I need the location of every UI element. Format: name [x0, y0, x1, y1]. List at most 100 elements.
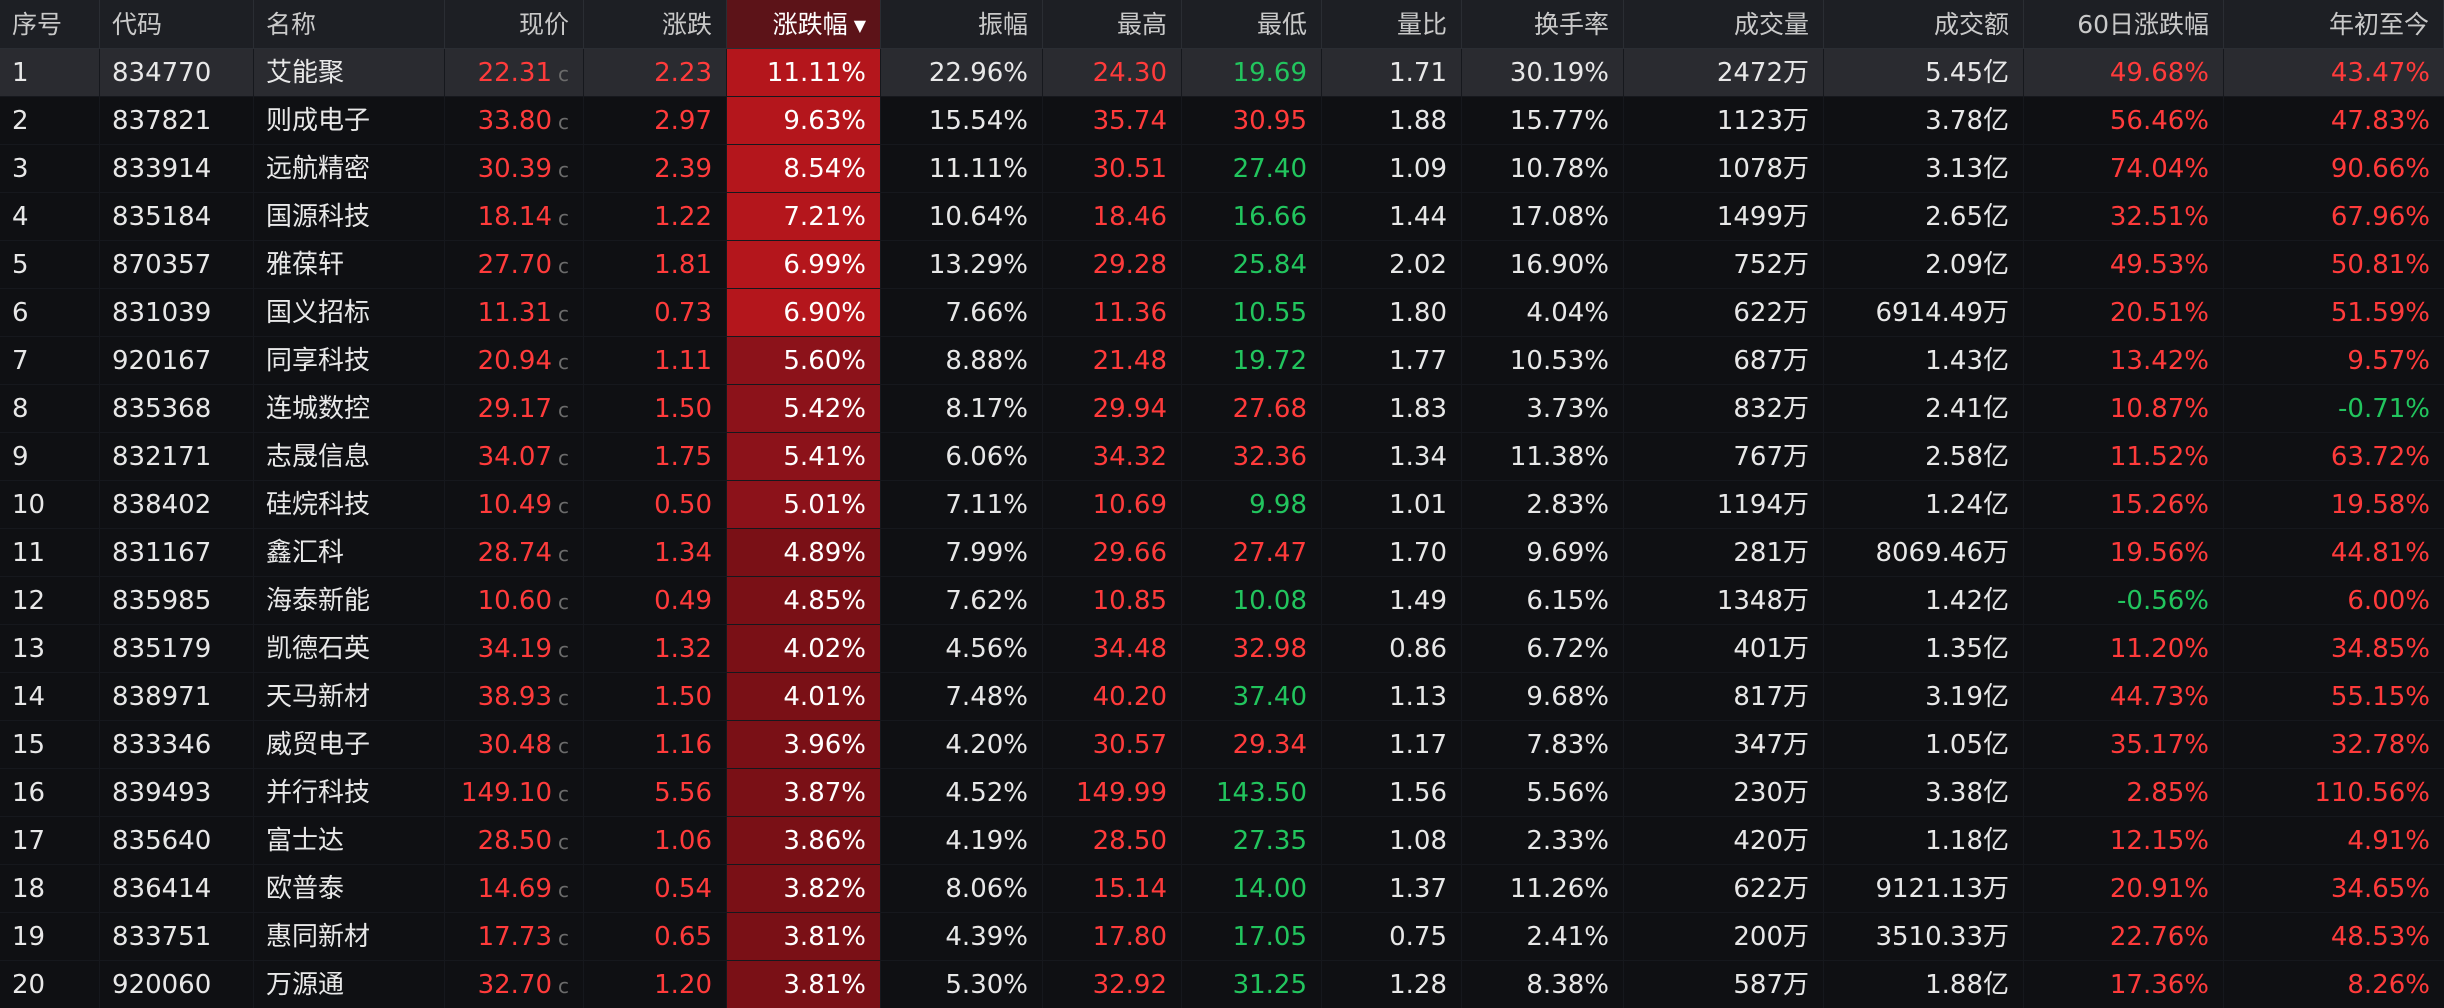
cell-change-pct: 8.54% [727, 145, 881, 192]
header-price[interactable]: 现价 [445, 0, 584, 48]
table-row[interactable]: 4 835184 国源科技 18.14 c 1.22 7.21% 10.64% 1… [0, 193, 2444, 241]
cell-low: 10.55 [1182, 289, 1322, 336]
c-mark: c [558, 686, 569, 710]
cell-turnover-rate: 17.08% [1462, 193, 1624, 240]
cell-60d-change: 20.51% [2024, 289, 2224, 336]
table-row[interactable]: 16 839493 并行科技 149.10 c 5.56 3.87% 4.52% … [0, 769, 2444, 817]
cell-volume-ratio: 2.02 [1322, 241, 1462, 288]
header-60d-change[interactable]: 60日涨跌幅 [2024, 0, 2224, 48]
cell-change: 1.32 [584, 625, 727, 672]
cell-volume: 2472万 [1624, 49, 1824, 96]
table-row[interactable]: 15 833346 威贸电子 30.48 c 1.16 3.96% 4.20% 3… [0, 721, 2444, 769]
table-row[interactable]: 18 836414 欧普泰 14.69 c 0.54 3.82% 8.06% 15… [0, 865, 2444, 913]
header-amount[interactable]: 成交额 [1824, 0, 2024, 48]
cell-price-value: 38.93 [477, 682, 552, 712]
cell-volume: 832万 [1624, 385, 1824, 432]
cell-seq: 16 [0, 769, 100, 816]
header-low[interactable]: 最低 [1182, 0, 1322, 48]
table-row[interactable]: 2 837821 则成电子 33.80 c 2.97 9.63% 15.54% 3… [0, 97, 2444, 145]
header-code[interactable]: 代码 [100, 0, 254, 48]
cell-name: 凯德石英 [254, 625, 445, 672]
cell-seq: 13 [0, 625, 100, 672]
cell-price: 34.07 c [445, 433, 584, 480]
cell-change-pct: 4.85% [727, 577, 881, 624]
sort-desc-icon[interactable]: ▼ [853, 16, 866, 35]
header-seq[interactable]: 序号 [0, 0, 100, 48]
cell-change-pct: 7.21% [727, 193, 881, 240]
table-row[interactable]: 9 832171 志晟信息 34.07 c 1.75 5.41% 6.06% 34… [0, 433, 2444, 481]
cell-price: 28.50 c [445, 817, 584, 864]
cell-code: 836414 [100, 865, 254, 912]
cell-change: 2.97 [584, 97, 727, 144]
cell-amount: 3.19亿 [1824, 673, 2024, 720]
cell-low: 14.00 [1182, 865, 1322, 912]
cell-turnover-rate: 2.41% [1462, 913, 1624, 960]
cell-seq: 6 [0, 289, 100, 336]
cell-code: 832171 [100, 433, 254, 480]
cell-volume-ratio: 1.09 [1322, 145, 1462, 192]
header-turnover-rate[interactable]: 换手率 [1462, 0, 1624, 48]
cell-seq: 2 [0, 97, 100, 144]
header-amplitude[interactable]: 振幅 [881, 0, 1043, 48]
cell-name: 富士达 [254, 817, 445, 864]
cell-amplitude: 7.99% [881, 529, 1043, 576]
table-row[interactable]: 11 831167 鑫汇科 28.74 c 1.34 4.89% 7.99% 29… [0, 529, 2444, 577]
cell-amplitude: 6.06% [881, 433, 1043, 480]
cell-price-value: 28.50 [477, 826, 552, 856]
cell-change-pct: 6.99% [727, 241, 881, 288]
table-row[interactable]: 12 835985 海泰新能 10.60 c 0.49 4.85% 7.62% 1… [0, 577, 2444, 625]
cell-turnover-rate: 9.68% [1462, 673, 1624, 720]
table-row[interactable]: 3 833914 远航精密 30.39 c 2.39 8.54% 11.11% 3… [0, 145, 2444, 193]
table-row[interactable]: 7 920167 同享科技 20.94 c 1.11 5.60% 8.88% 21… [0, 337, 2444, 385]
cell-seq: 3 [0, 145, 100, 192]
table-row[interactable]: 19 833751 惠同新材 17.73 c 0.65 3.81% 4.39% 1… [0, 913, 2444, 961]
table-row[interactable]: 6 831039 国义招标 11.31 c 0.73 6.90% 7.66% 11… [0, 289, 2444, 337]
cell-seq: 10 [0, 481, 100, 528]
table-row[interactable]: 5 870357 雅葆轩 27.70 c 1.81 6.99% 13.29% 29… [0, 241, 2444, 289]
cell-seq: 19 [0, 913, 100, 960]
cell-change-pct: 3.81% [727, 961, 881, 1008]
c-mark: c [558, 926, 569, 950]
c-mark: c [558, 830, 569, 854]
cell-60d-change: 20.91% [2024, 865, 2224, 912]
table-row[interactable]: 20 920060 万源通 32.70 c 1.20 3.81% 5.30% 32… [0, 961, 2444, 1008]
header-change[interactable]: 涨跌 [584, 0, 727, 48]
cell-turnover-rate: 5.56% [1462, 769, 1624, 816]
cell-seq: 12 [0, 577, 100, 624]
table-row[interactable]: 13 835179 凯德石英 34.19 c 1.32 4.02% 4.56% 3… [0, 625, 2444, 673]
table-row[interactable]: 17 835640 富士达 28.50 c 1.06 3.86% 4.19% 28… [0, 817, 2444, 865]
cell-name: 硅烷科技 [254, 481, 445, 528]
header-volume[interactable]: 成交量 [1624, 0, 1824, 48]
cell-price: 149.10 c [445, 769, 584, 816]
cell-seq: 20 [0, 961, 100, 1008]
cell-seq: 9 [0, 433, 100, 480]
cell-high: 17.80 [1043, 913, 1182, 960]
header-volume-ratio[interactable]: 量比 [1322, 0, 1462, 48]
cell-ytd: 90.66% [2330, 154, 2430, 184]
header-change-pct[interactable]: 涨跌幅 ▼ [727, 0, 881, 48]
cell-price-value: 149.10 [461, 778, 552, 808]
cell-code: 920060 [100, 961, 254, 1008]
cell-seq: 11 [0, 529, 100, 576]
cell-price: 22.31 c [445, 49, 584, 96]
cell-amount: 3.13亿 [1824, 145, 2024, 192]
cell-code: 837821 [100, 97, 254, 144]
header-ytd[interactable]: 年初至今 [2224, 0, 2444, 48]
table-row[interactable]: 8 835368 连城数控 29.17 c 1.50 5.42% 8.17% 29… [0, 385, 2444, 433]
cell-change: 0.49 [584, 577, 727, 624]
header-name[interactable]: 名称 [254, 0, 445, 48]
cell-ytd: 50.81% [2330, 250, 2430, 280]
header-high[interactable]: 最高 [1043, 0, 1182, 48]
cell-volume-ratio: 1.01 [1322, 481, 1462, 528]
table-row[interactable]: 10 838402 硅烷科技 10.49 c 0.50 5.01% 7.11% 1… [0, 481, 2444, 529]
table-row[interactable]: 1 834770 艾能聚 22.31 c 2.23 11.11% 22.96% 2… [0, 49, 2444, 97]
cell-seq: 8 [0, 385, 100, 432]
c-mark: c [558, 974, 569, 998]
cell-change: 1.81 [584, 241, 727, 288]
cell-change: 1.22 [584, 193, 727, 240]
cell-change-pct: 4.89% [727, 529, 881, 576]
cell-seq: 15 [0, 721, 100, 768]
cell-high: 11.36 [1043, 289, 1182, 336]
table-row[interactable]: 14 838971 天马新材 38.93 c 1.50 4.01% 7.48% 4… [0, 673, 2444, 721]
cell-amplitude: 4.19% [881, 817, 1043, 864]
